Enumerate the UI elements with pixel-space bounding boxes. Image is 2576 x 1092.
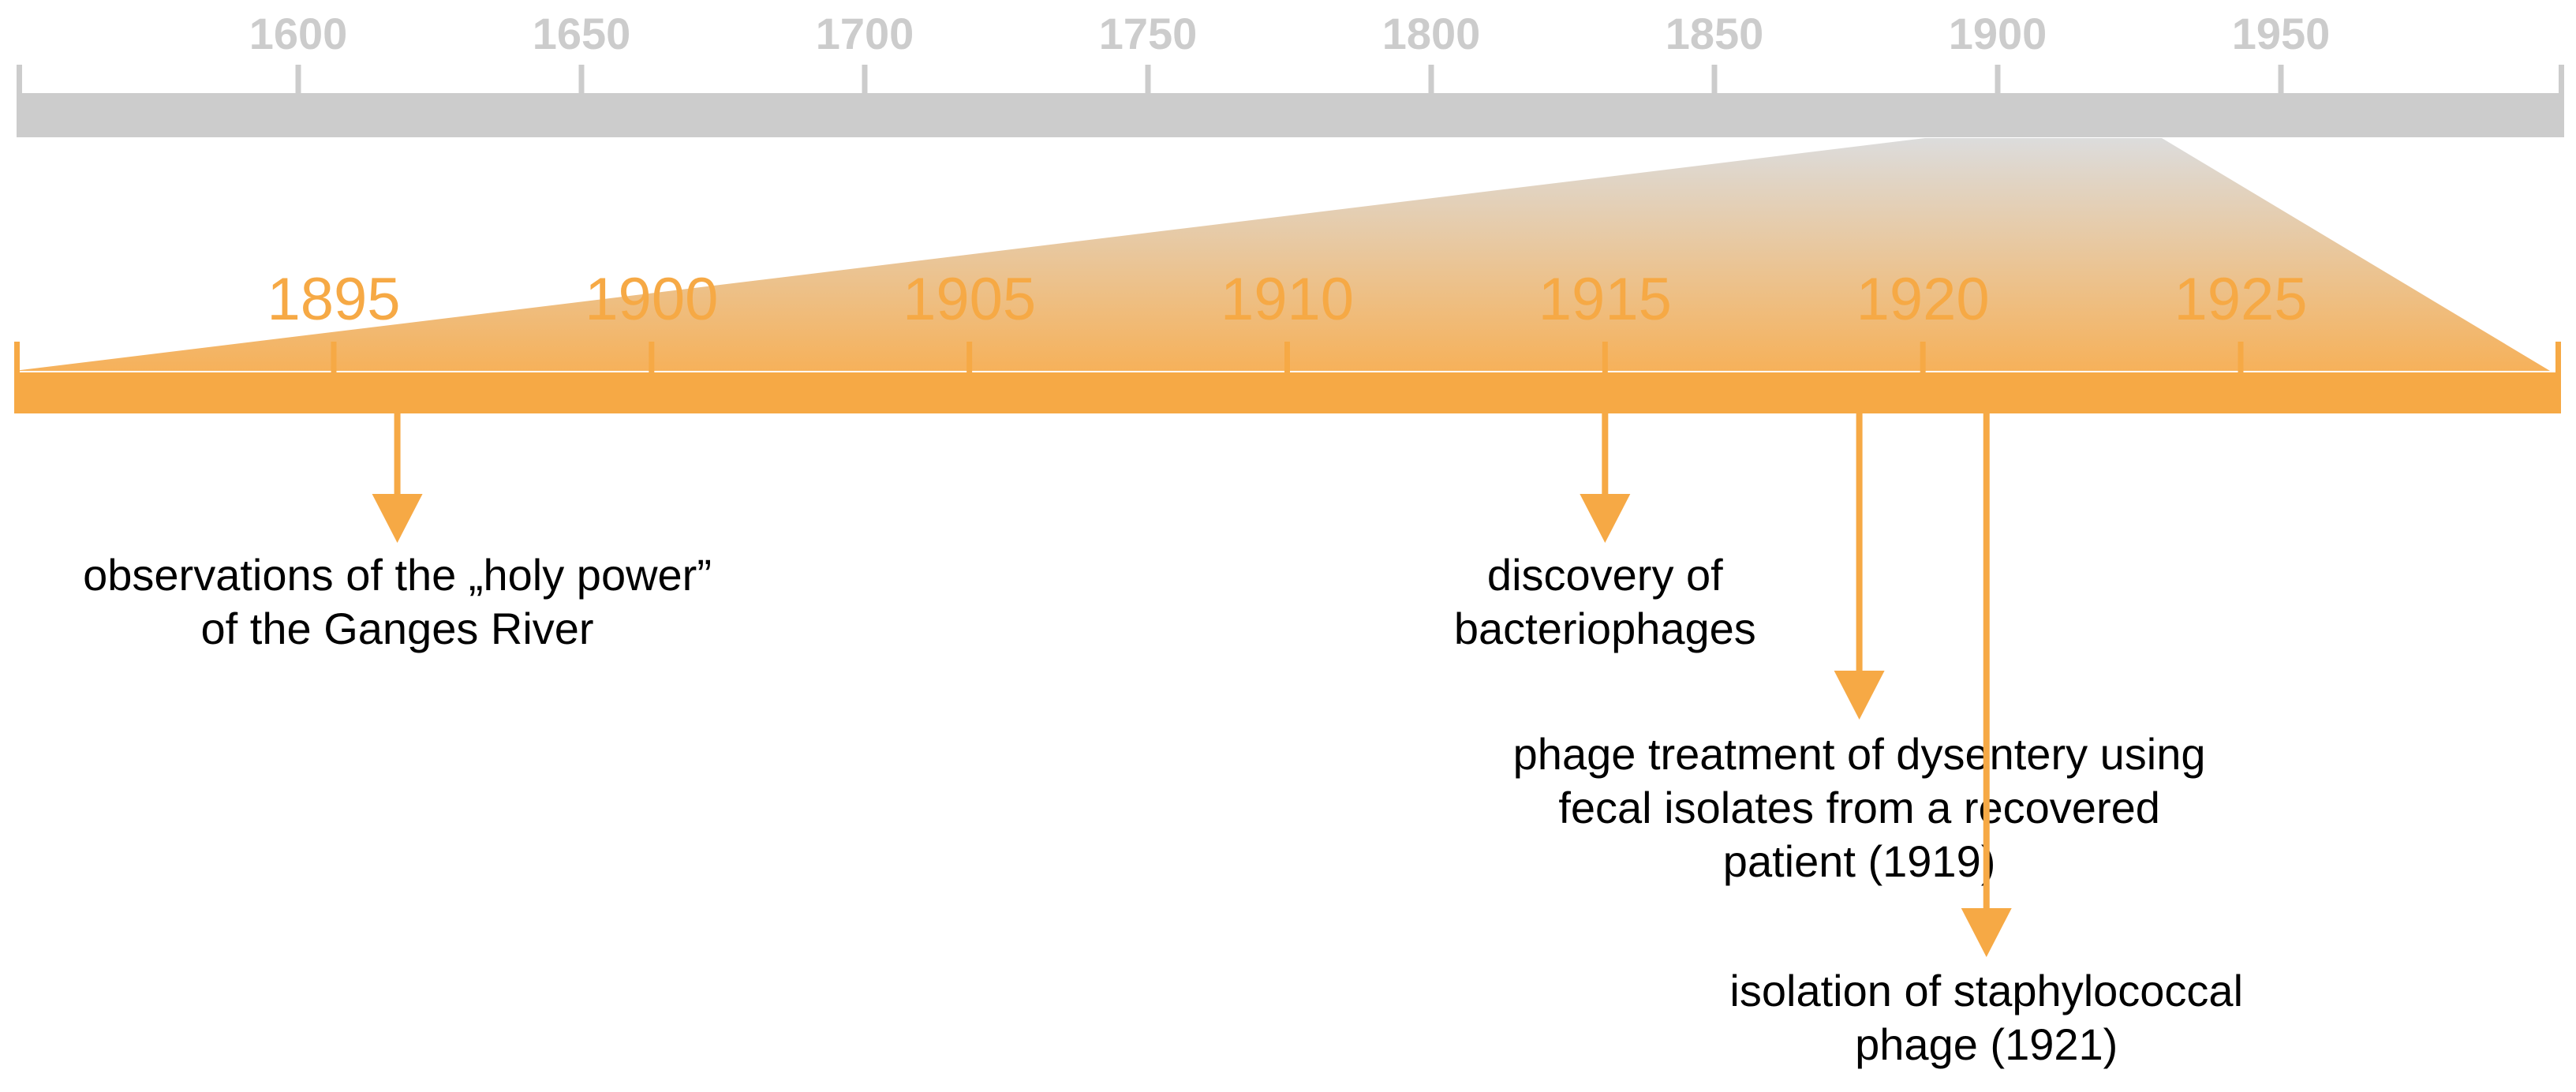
overview-tick-label: 1600 — [249, 9, 348, 58]
detail-tick-label: 1925 — [2174, 266, 2307, 333]
detail-axis: 1895 1900 1905 1910 1915 1920 1925 — [14, 266, 2561, 413]
overview-tick-label: 1850 — [1666, 9, 1764, 58]
event-arrow-head — [1580, 494, 1631, 543]
overview-axis-left-cap — [17, 65, 22, 137]
detail-tick-label: 1900 — [585, 266, 718, 333]
detail-axis-left-cap — [14, 342, 20, 413]
detail-tick-label: 1895 — [267, 266, 400, 333]
overview-tick-label: 1650 — [533, 9, 631, 58]
detail-tick — [331, 342, 337, 373]
event-label: discovery of bacteriophages — [1454, 550, 1756, 653]
overview-tick-label: 1950 — [2232, 9, 2331, 58]
events-layer: observations of the „holy power” of the G… — [83, 413, 2243, 1069]
overview-tick — [295, 65, 301, 95]
overview-axis: 1600 1650 1700 1750 1800 1850 1900 1950 — [17, 9, 2564, 137]
overview-axis-right-cap — [2559, 65, 2564, 137]
event-label-line: observations of the „holy power” — [83, 550, 712, 600]
event-label-line: fecal isolates from a recovered — [1558, 783, 2160, 832]
detail-tick-label: 1915 — [1538, 266, 1672, 333]
overview-tick — [578, 65, 585, 95]
overview-tick — [1145, 65, 1151, 95]
event-label-line: patient (1919) — [1723, 836, 1996, 886]
event-label-line: phage treatment of dysentery using — [1513, 729, 2206, 779]
detail-tick — [1602, 342, 1608, 373]
overview-tick — [862, 65, 868, 95]
event-label: observations of the „holy power” of the G… — [83, 550, 712, 653]
overview-tick-label: 1800 — [1382, 9, 1481, 58]
detail-tick-label: 1905 — [903, 266, 1036, 333]
detail-tick — [1284, 342, 1290, 373]
event-arrow-line — [1602, 413, 1609, 496]
event-arrow-head — [372, 494, 423, 543]
event-item: discovery of bacteriophages — [1454, 413, 1756, 653]
event-arrow-line — [1856, 413, 1863, 672]
event-label-line: phage (1921) — [1855, 1019, 2118, 1069]
overview-axis-bar — [17, 93, 2564, 137]
detail-axis-bar — [14, 372, 2561, 413]
event-label: isolation of staphylococcal phage (1921) — [1729, 966, 2243, 1069]
event-arrow-line — [394, 413, 401, 496]
detail-tick — [2238, 342, 2244, 373]
event-label-line: discovery of — [1487, 550, 1723, 600]
zoom-wedge — [14, 138, 2550, 371]
detail-tick — [966, 342, 973, 373]
overview-tick — [1428, 65, 1434, 95]
event-arrow-head — [1961, 908, 2012, 957]
detail-tick — [649, 342, 655, 373]
overview-tick — [2278, 65, 2284, 95]
overview-tick-label: 1900 — [1949, 9, 2047, 58]
overview-tick — [1995, 65, 2001, 95]
overview-tick-label: 1700 — [816, 9, 914, 58]
detail-tick — [1920, 342, 1926, 373]
overview-tick-label: 1750 — [1099, 9, 1198, 58]
event-item: observations of the „holy power” of the G… — [83, 413, 712, 653]
event-item: isolation of staphylococcal phage (1921) — [1729, 413, 2243, 1069]
detail-tick-label: 1910 — [1221, 266, 1354, 333]
overview-tick — [1711, 65, 1718, 95]
event-label-line: bacteriophages — [1454, 604, 1756, 653]
event-label-line: of the Ganges River — [201, 604, 594, 653]
detail-tick-label: 1920 — [1856, 266, 1990, 333]
event-item: phage treatment of dysentery using fecal … — [1513, 413, 2206, 886]
event-arrow-line — [1983, 413, 1990, 910]
event-label-line: isolation of staphylococcal — [1729, 966, 2243, 1015]
event-label: phage treatment of dysentery using fecal … — [1513, 729, 2206, 886]
event-arrow-head — [1834, 671, 1885, 720]
detail-axis-right-cap — [2555, 342, 2561, 413]
